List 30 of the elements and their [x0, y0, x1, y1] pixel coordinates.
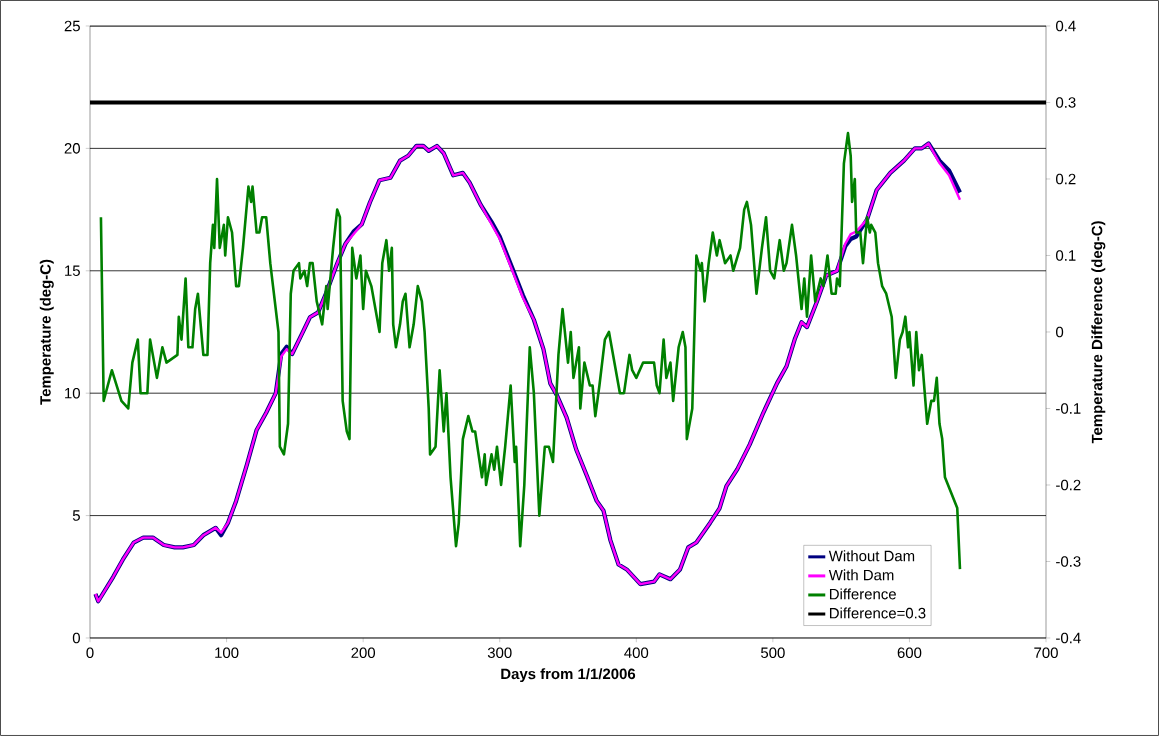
y-tick-label: 0: [72, 632, 80, 644]
y2-tick-label: 0.2: [1056, 173, 1076, 185]
x-tick-label: 0: [86, 647, 94, 658]
y2-tick-label: -0.3: [1056, 556, 1081, 567]
x-tick-label: 300: [487, 647, 512, 658]
x-tick-label: 600: [897, 647, 922, 658]
y-tick-label: 10: [65, 387, 80, 399]
x-tick-label: 700: [1034, 647, 1058, 658]
legend-label: Difference: [829, 588, 896, 600]
legend-label: Without Dam: [828, 550, 915, 562]
y2-axis-title: Temperature Difference (deg-C): [1091, 221, 1106, 444]
x-tick-label: 500: [761, 647, 785, 658]
y2-tick-label: -0.2: [1056, 479, 1081, 491]
y-tick-label: 20: [64, 143, 80, 154]
y2-tick-label: -0.4: [1056, 632, 1081, 644]
y2-tick-label: 0: [1056, 326, 1064, 338]
y2-tick-label: 0.4: [1056, 20, 1076, 32]
y-tick-label: 15: [65, 265, 80, 276]
y-tick-label: 5: [72, 510, 80, 521]
y-axis-title: Temperature (deg-C): [39, 259, 54, 405]
y-tick-label: 25: [64, 20, 80, 32]
legend-label: Difference=0.3: [829, 607, 926, 619]
x-tick-label: 100: [215, 647, 239, 658]
y2-tick-label: 0.3: [1056, 97, 1076, 108]
x-tick-label: 400: [624, 647, 649, 658]
legend-label: With Dam: [828, 569, 894, 581]
y2-tick-label: -0.1: [1056, 403, 1081, 414]
x-axis-title: Days from 1/1/2006: [501, 668, 636, 683]
y2-tick-label: 0.1: [1056, 250, 1076, 261]
x-tick-label: 200: [351, 647, 376, 658]
